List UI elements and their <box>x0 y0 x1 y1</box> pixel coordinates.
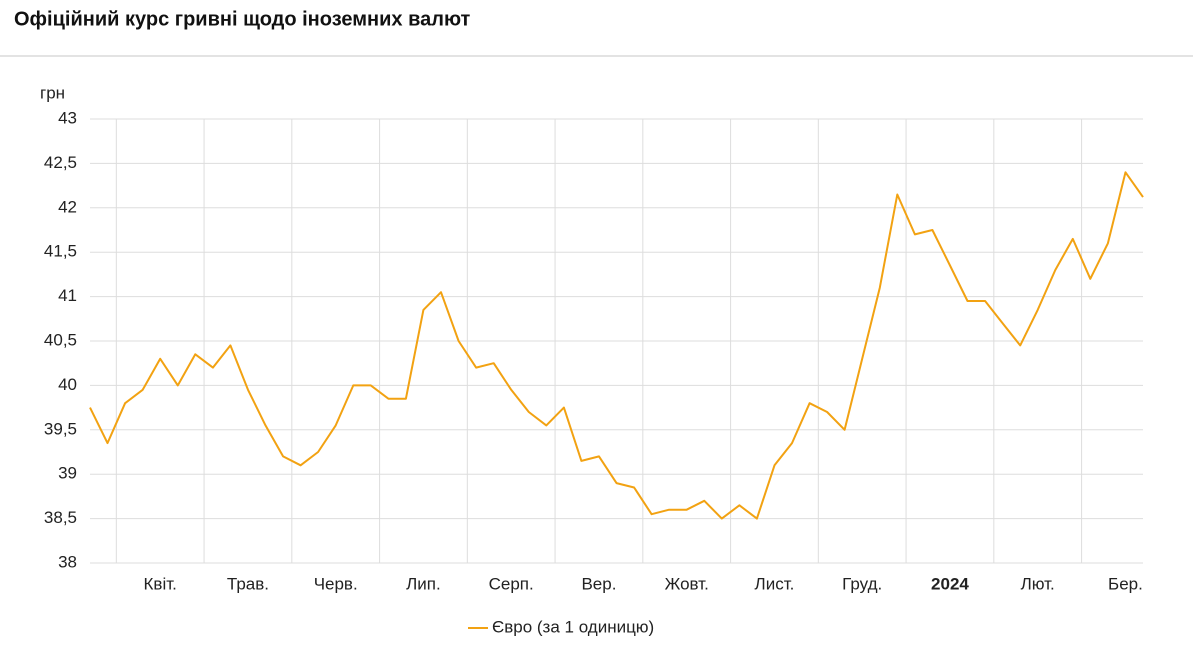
x-tick-label: Трав. <box>227 574 269 593</box>
x-tick-label: Лип. <box>406 574 441 593</box>
x-tick-label: Черв. <box>314 574 358 593</box>
y-tick-label: 43 <box>58 108 77 127</box>
x-tick-label: 2024 <box>931 574 969 593</box>
x-tick-label: Жовт. <box>665 574 709 593</box>
y-axis-label: грн <box>40 83 65 102</box>
x-tick-label: Серп. <box>489 574 534 593</box>
x-tick-label: Лист. <box>755 574 795 593</box>
y-tick-label: 38 <box>58 552 77 571</box>
y-tick-label: 38,5 <box>44 508 77 527</box>
y-tick-label: 40 <box>58 375 77 394</box>
x-tick-label: Груд. <box>842 574 882 593</box>
chart-title: Офіційний курс гривні щодо іноземних вал… <box>14 8 471 30</box>
x-tick-label: Бер. <box>1108 574 1143 593</box>
y-tick-label: 41 <box>58 286 77 305</box>
y-tick-label: 39 <box>58 464 77 483</box>
x-tick-label: Лют. <box>1021 574 1055 593</box>
y-tick-label: 42,5 <box>44 153 77 172</box>
line-series <box>89 171 1144 520</box>
y-tick-label: 42 <box>58 197 77 216</box>
legend-label: Євро (за 1 одиницю) <box>492 617 654 636</box>
y-tick-label: 41,5 <box>44 242 77 261</box>
x-tick-label: Квіт. <box>144 574 177 593</box>
x-tick-label: Вер. <box>581 574 616 593</box>
y-tick-label: 40,5 <box>44 330 77 349</box>
y-tick-label: 39,5 <box>44 419 77 438</box>
